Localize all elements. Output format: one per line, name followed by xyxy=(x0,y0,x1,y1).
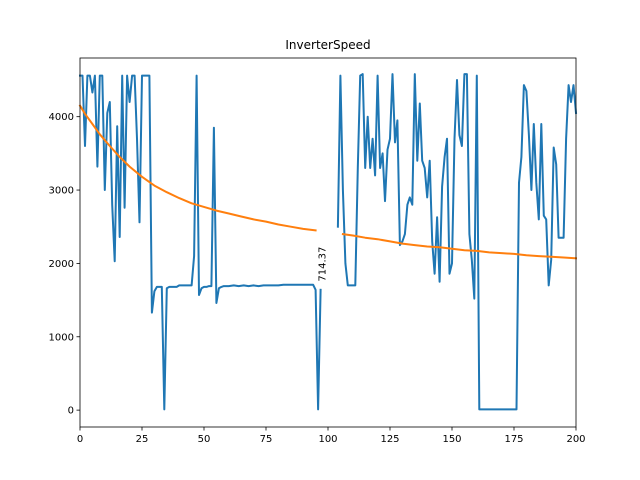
x-tick-label: 125 xyxy=(380,434,399,445)
y-tick-label: 4000 xyxy=(49,112,74,123)
x-tick-label: 100 xyxy=(318,434,337,445)
x-tick-label: 25 xyxy=(136,434,149,445)
y-tick-label: 1000 xyxy=(49,332,74,343)
y-tick-label: 2000 xyxy=(49,259,74,270)
y-tick-label: 3000 xyxy=(49,186,74,197)
x-tick-label: 75 xyxy=(260,434,273,445)
annotation-layer: 714.37 xyxy=(318,247,329,282)
chart-title: InverterSpeed xyxy=(285,38,370,52)
x-tick-label: 150 xyxy=(442,434,461,445)
x-tick-label: 175 xyxy=(504,434,523,445)
annotation-label: 714.37 xyxy=(318,247,329,282)
series-layer xyxy=(78,73,578,411)
series-line-1 xyxy=(79,73,578,411)
x-tick-label: 50 xyxy=(198,434,211,445)
x-tick-label: 0 xyxy=(77,434,83,445)
series-line-2 xyxy=(78,104,578,260)
y-tick-label: 0 xyxy=(68,406,74,417)
x-tick-label: 200 xyxy=(566,434,585,445)
